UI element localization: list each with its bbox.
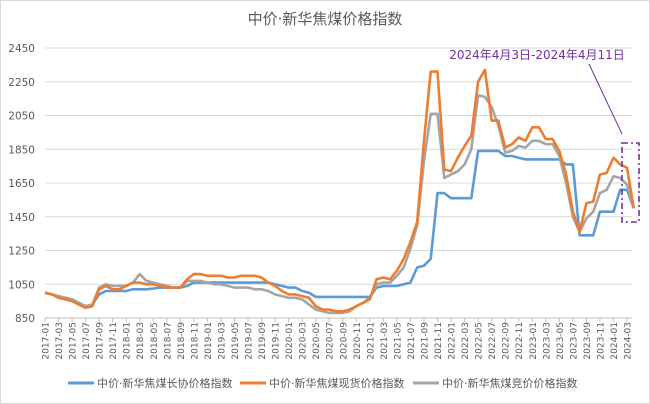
- series-line-0: [44, 149, 636, 308]
- y-tick-label: 2250: [8, 77, 35, 89]
- legend: 中价·新华焦煤长协价格指数 中价·新华焦煤现货价格指数 中价·新华焦煤竞价价格指数: [68, 376, 578, 390]
- y-tick-label: 1650: [8, 178, 35, 190]
- x-tick-label: 2019-09: [258, 322, 268, 360]
- x-tick-label: 2017-01: [42, 322, 52, 360]
- x-tick-label: 2019-11: [272, 322, 282, 360]
- x-tick-label: 2022-03: [461, 322, 471, 360]
- x-tick-label: 2022-05: [475, 322, 485, 360]
- x-tick-label: 2022-11: [515, 322, 525, 360]
- x-tick-label: 2022-07: [488, 322, 498, 360]
- annotation-pointer: [588, 63, 623, 135]
- y-tick-label: 850: [15, 313, 35, 325]
- x-tick-label: 2023-03: [542, 322, 552, 360]
- y-tick-label: 1250: [8, 246, 35, 258]
- y-tick-label: 1450: [8, 212, 35, 224]
- x-tick-label: 2021-07: [407, 322, 417, 360]
- x-tick-label: 2021-11: [434, 322, 444, 360]
- x-tick-label: 2017-05: [69, 322, 79, 360]
- x-tick-label: 2018-03: [136, 322, 146, 360]
- x-tick-label: 2018-09: [177, 322, 187, 360]
- x-tick-label: 2024-01: [610, 322, 620, 360]
- annotation-label: 2024年4月3日-2024年4月11日: [449, 48, 625, 62]
- x-tick-label: 2017-03: [55, 322, 65, 360]
- x-tick-label: 2020-07: [326, 322, 336, 360]
- chart-title: 中价·新华焦煤价格指数: [248, 10, 403, 28]
- x-tick-label: 2020-03: [299, 322, 309, 360]
- date-range-annotation: 2024年4月3日-2024年4月11日: [449, 48, 640, 223]
- annotation-box: [621, 142, 640, 223]
- x-tick-label: 2021-05: [393, 322, 403, 360]
- x-tick-label: 2021-09: [420, 322, 430, 360]
- y-tick-label: 2450: [8, 43, 35, 55]
- legend-label-0: 中价·新华焦煤长协价格指数: [97, 376, 233, 390]
- x-tick-label: 2023-07: [569, 322, 579, 360]
- x-tick-label: 2019-07: [245, 322, 255, 360]
- x-tick-label: 2023-01: [529, 322, 539, 360]
- x-tick-label: 2019-05: [231, 322, 241, 360]
- y-tick-label: 1050: [8, 279, 35, 291]
- series-line-1: [44, 68, 636, 313]
- x-tick-label: 2020-09: [339, 322, 349, 360]
- legend-label-1: 中价·新华焦煤现货价格指数: [269, 376, 405, 390]
- x-tick-label: 2018-11: [190, 322, 200, 360]
- x-tick-label: 2020-11: [353, 322, 363, 360]
- x-tick-label: 2023-09: [583, 322, 593, 360]
- x-tick-label: 2018-07: [163, 322, 173, 360]
- x-tick-label: 2018-05: [150, 322, 160, 360]
- x-tick-label: 2019-03: [217, 322, 227, 360]
- x-tick-label: 2018-01: [123, 322, 133, 360]
- x-tick-label: 2019-01: [204, 322, 214, 360]
- x-tick-label: 2024-03: [624, 322, 634, 360]
- x-tick-label: 2017-11: [109, 322, 119, 360]
- x-tick-label: 2020-05: [312, 322, 322, 360]
- y-tick-label: 2050: [8, 111, 35, 123]
- x-tick-label: 2023-05: [556, 322, 566, 360]
- x-tick-label: 2021-03: [380, 322, 390, 360]
- x-tick-label: 2017-09: [96, 322, 106, 360]
- x-tick-label: 2020-01: [285, 322, 295, 360]
- x-tick-label: 2023-11: [596, 322, 606, 360]
- x-tick-label: 2022-09: [502, 322, 512, 360]
- x-tick-label: 2017-07: [82, 322, 92, 360]
- x-tick-label: 2022-01: [448, 322, 458, 360]
- x-tick-label: 2021-01: [366, 322, 376, 360]
- legend-label-2: 中价·新华焦煤竞价价格指数: [442, 376, 578, 390]
- y-tick-label: 1850: [8, 144, 35, 156]
- series-line-2: [44, 94, 636, 315]
